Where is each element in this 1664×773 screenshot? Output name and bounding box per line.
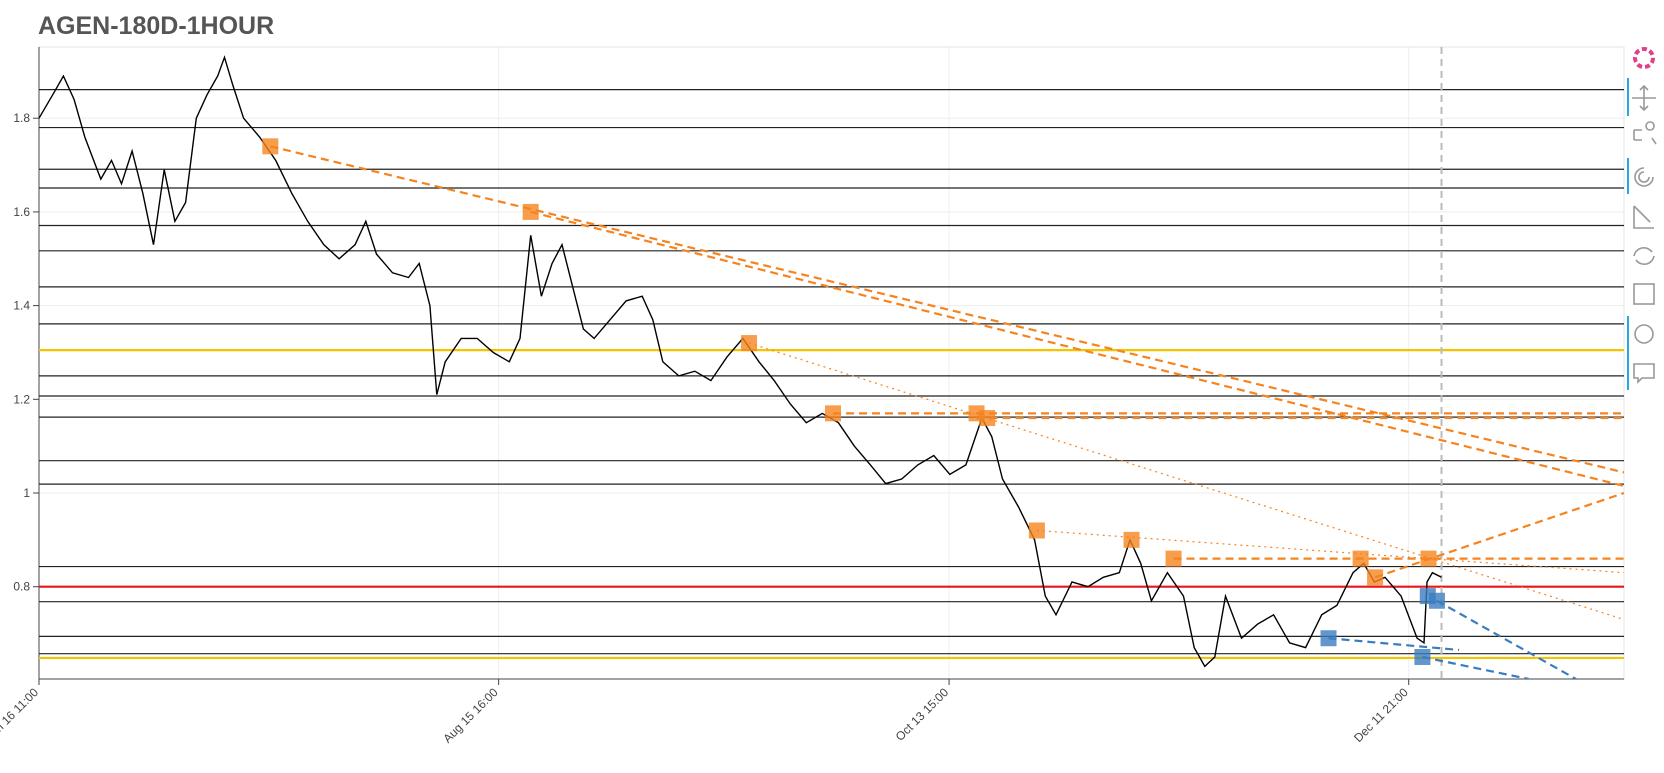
pivot-marker bbox=[1320, 630, 1337, 647]
trend-line bbox=[1374, 491, 1624, 579]
pivot-marker bbox=[1428, 592, 1445, 609]
trend-line bbox=[748, 342, 1624, 621]
y-tick-label: 0.8 bbox=[13, 580, 30, 594]
y-tick-label: 1 bbox=[23, 486, 30, 500]
toolbar bbox=[1627, 47, 1657, 390]
trend-line bbox=[1328, 637, 1460, 652]
x-tick-label: Oct 13 15:00 bbox=[893, 685, 952, 744]
pivot-marker bbox=[1028, 522, 1045, 539]
pivot-marker bbox=[979, 410, 996, 427]
box-zoom-tool[interactable] bbox=[1633, 121, 1657, 145]
bokeh-logo[interactable] bbox=[1633, 47, 1655, 69]
pivot-marker bbox=[741, 335, 758, 352]
price-line bbox=[39, 55, 1442, 668]
y-tick-label: 1.4 bbox=[13, 299, 30, 313]
y-tick-label: 1.2 bbox=[13, 392, 30, 406]
wheel-zoom-tool[interactable] bbox=[1634, 167, 1654, 187]
trend-line bbox=[270, 145, 1624, 474]
y-tick-label: 1.8 bbox=[13, 111, 30, 125]
trend-line bbox=[1436, 599, 1577, 679]
pan-tool[interactable] bbox=[1632, 84, 1656, 112]
y-tick-label: 1.6 bbox=[13, 205, 30, 219]
save-tool[interactable] bbox=[1633, 283, 1655, 305]
pivot-marker bbox=[1414, 648, 1431, 665]
pivot-marker bbox=[1352, 550, 1369, 567]
reset-tool[interactable] bbox=[1633, 247, 1655, 265]
pivot-marker bbox=[262, 138, 279, 155]
trend-line bbox=[1036, 529, 1624, 574]
pivot-marker bbox=[1165, 550, 1182, 567]
pivot-marker bbox=[825, 405, 842, 422]
x-tick-label: Dec 11 21:00 bbox=[1351, 685, 1411, 745]
trend-line bbox=[1422, 655, 1529, 679]
pivot-marker bbox=[522, 203, 539, 220]
pivot-marker bbox=[1123, 531, 1140, 548]
x-tick-label: Aug 15 16:00 bbox=[440, 685, 501, 746]
chart-title: AGEN-180D-1HOUR bbox=[38, 12, 274, 40]
crosshair-tool[interactable] bbox=[1634, 324, 1654, 344]
pivot-marker bbox=[1367, 569, 1384, 586]
hover-tool[interactable] bbox=[1633, 363, 1655, 384]
zoom-tool[interactable] bbox=[1633, 205, 1654, 229]
trend-line bbox=[530, 210, 1624, 488]
pivot-marker bbox=[1420, 550, 1437, 567]
x-tick-label: Jun 16 11:00 bbox=[0, 685, 41, 744]
plot-area bbox=[39, 47, 1624, 679]
